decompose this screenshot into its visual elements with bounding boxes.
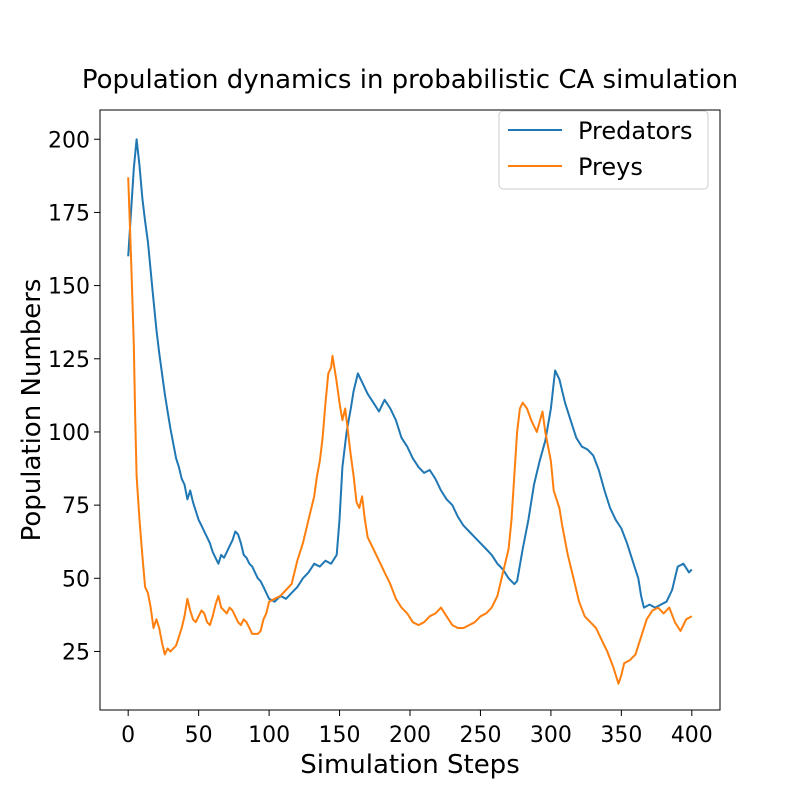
x-tick-label: 250 [459,723,501,748]
x-tick-label: 50 [185,723,213,748]
y-tick-label: 50 [62,567,90,592]
x-tick-label: 0 [121,723,135,748]
legend-label-preys: Preys [578,153,643,181]
x-tick-label: 300 [530,723,572,748]
y-tick-label: 100 [48,421,90,446]
x-tick-label: 350 [600,723,642,748]
chart-title: Population dynamics in probabilistic CA … [82,65,738,95]
legend-label-predators: Predators [578,117,693,145]
plot-area [127,138,693,685]
series-line-preys [127,177,693,685]
y-tick-label: 200 [48,128,90,153]
y-tick-label: 125 [48,348,90,373]
y-axis-label: Population Numbers [17,279,47,542]
legend: Predators Preys [498,110,709,190]
x-tick-label: 400 [671,723,713,748]
y-axis: 25 50 75 100 125 150 175 200 [48,128,100,665]
x-axis-label: Simulation Steps [300,750,520,780]
x-tick-label: 100 [248,723,290,748]
y-tick-label: 150 [48,275,90,300]
x-tick-label: 200 [389,723,431,748]
y-tick-label: 75 [62,494,90,519]
y-tick-label: 25 [62,640,90,665]
x-axis: 0 50 100 150 200 250 300 350 400 [121,710,713,748]
series-line-predators [127,138,693,609]
y-tick-label: 175 [48,201,90,226]
x-tick-label: 150 [319,723,361,748]
